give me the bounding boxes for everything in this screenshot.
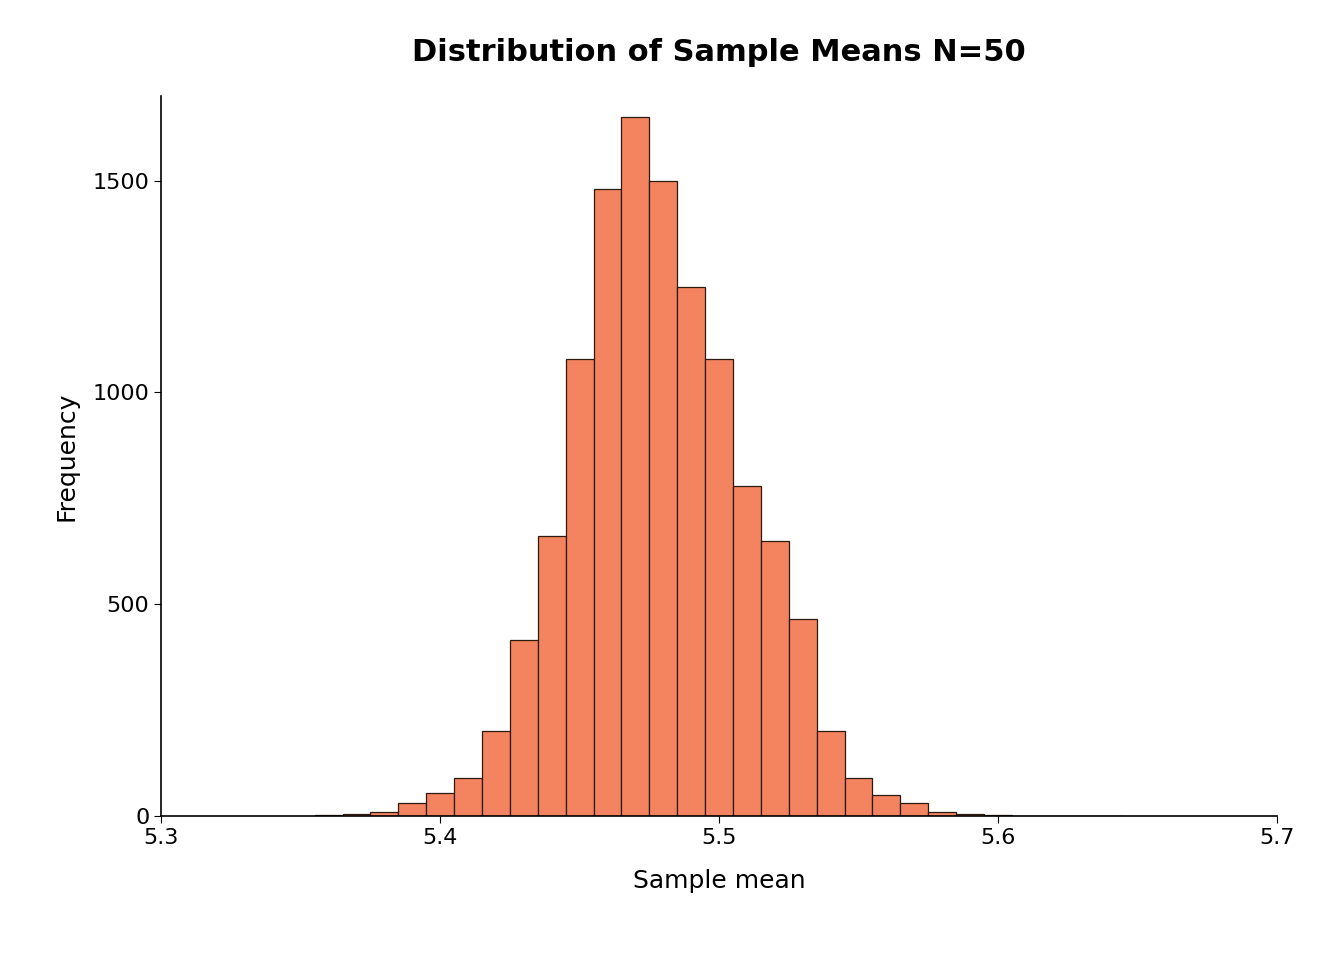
Bar: [706, 359, 732, 816]
Title: Distribution of Sample Means N=50: Distribution of Sample Means N=50: [413, 38, 1025, 67]
Bar: [789, 619, 817, 816]
Bar: [538, 537, 566, 816]
Bar: [872, 795, 900, 816]
Bar: [482, 732, 509, 816]
Bar: [426, 793, 454, 816]
Bar: [761, 540, 789, 816]
Bar: [900, 804, 929, 816]
Bar: [594, 189, 621, 816]
Bar: [343, 814, 371, 816]
Bar: [984, 815, 1012, 816]
Bar: [566, 359, 594, 816]
Bar: [398, 804, 426, 816]
Bar: [844, 778, 872, 816]
Bar: [621, 117, 649, 816]
Y-axis label: Frequency: Frequency: [55, 392, 79, 520]
Bar: [817, 732, 844, 816]
Bar: [314, 815, 343, 816]
Bar: [929, 812, 956, 816]
X-axis label: Sample mean: Sample mean: [633, 869, 805, 893]
Bar: [677, 287, 706, 816]
Bar: [509, 640, 538, 816]
Bar: [732, 486, 761, 816]
Bar: [454, 778, 482, 816]
Bar: [371, 812, 398, 816]
Bar: [956, 814, 984, 816]
Bar: [649, 180, 677, 816]
